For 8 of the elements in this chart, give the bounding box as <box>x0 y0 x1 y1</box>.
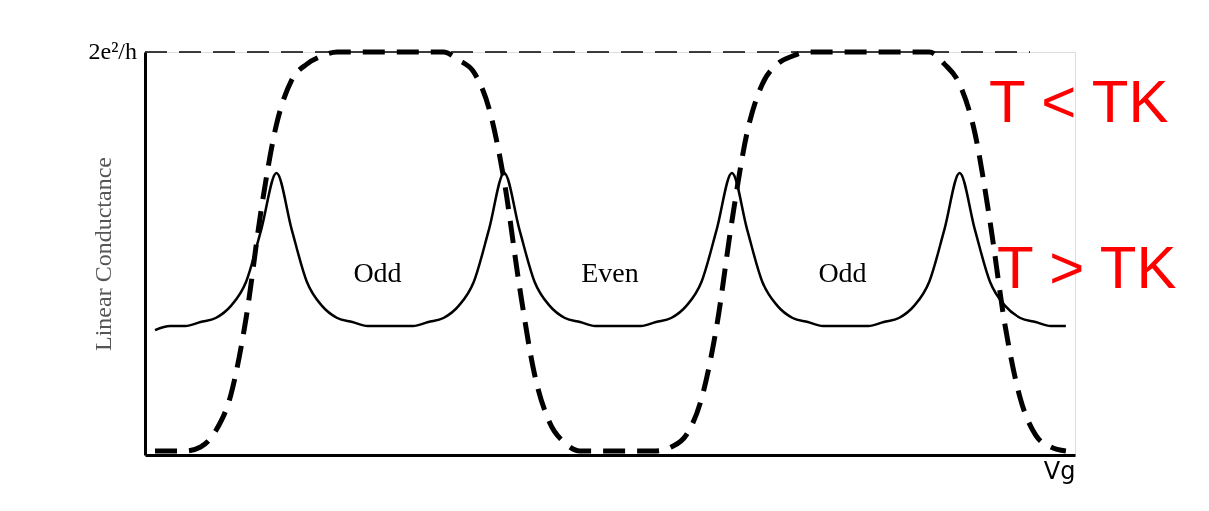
y-axis-title: Linear Conductance <box>89 157 116 351</box>
ref-line-label: 2e²/h <box>88 38 137 64</box>
annotation: Odd <box>818 256 867 288</box>
series-label: T < TK <box>989 68 1169 136</box>
series-label: T > TK <box>997 233 1177 301</box>
x-axis-title: Vg <box>1043 456 1076 485</box>
annotation: Odd <box>353 256 402 288</box>
annotation: Even <box>581 256 639 288</box>
